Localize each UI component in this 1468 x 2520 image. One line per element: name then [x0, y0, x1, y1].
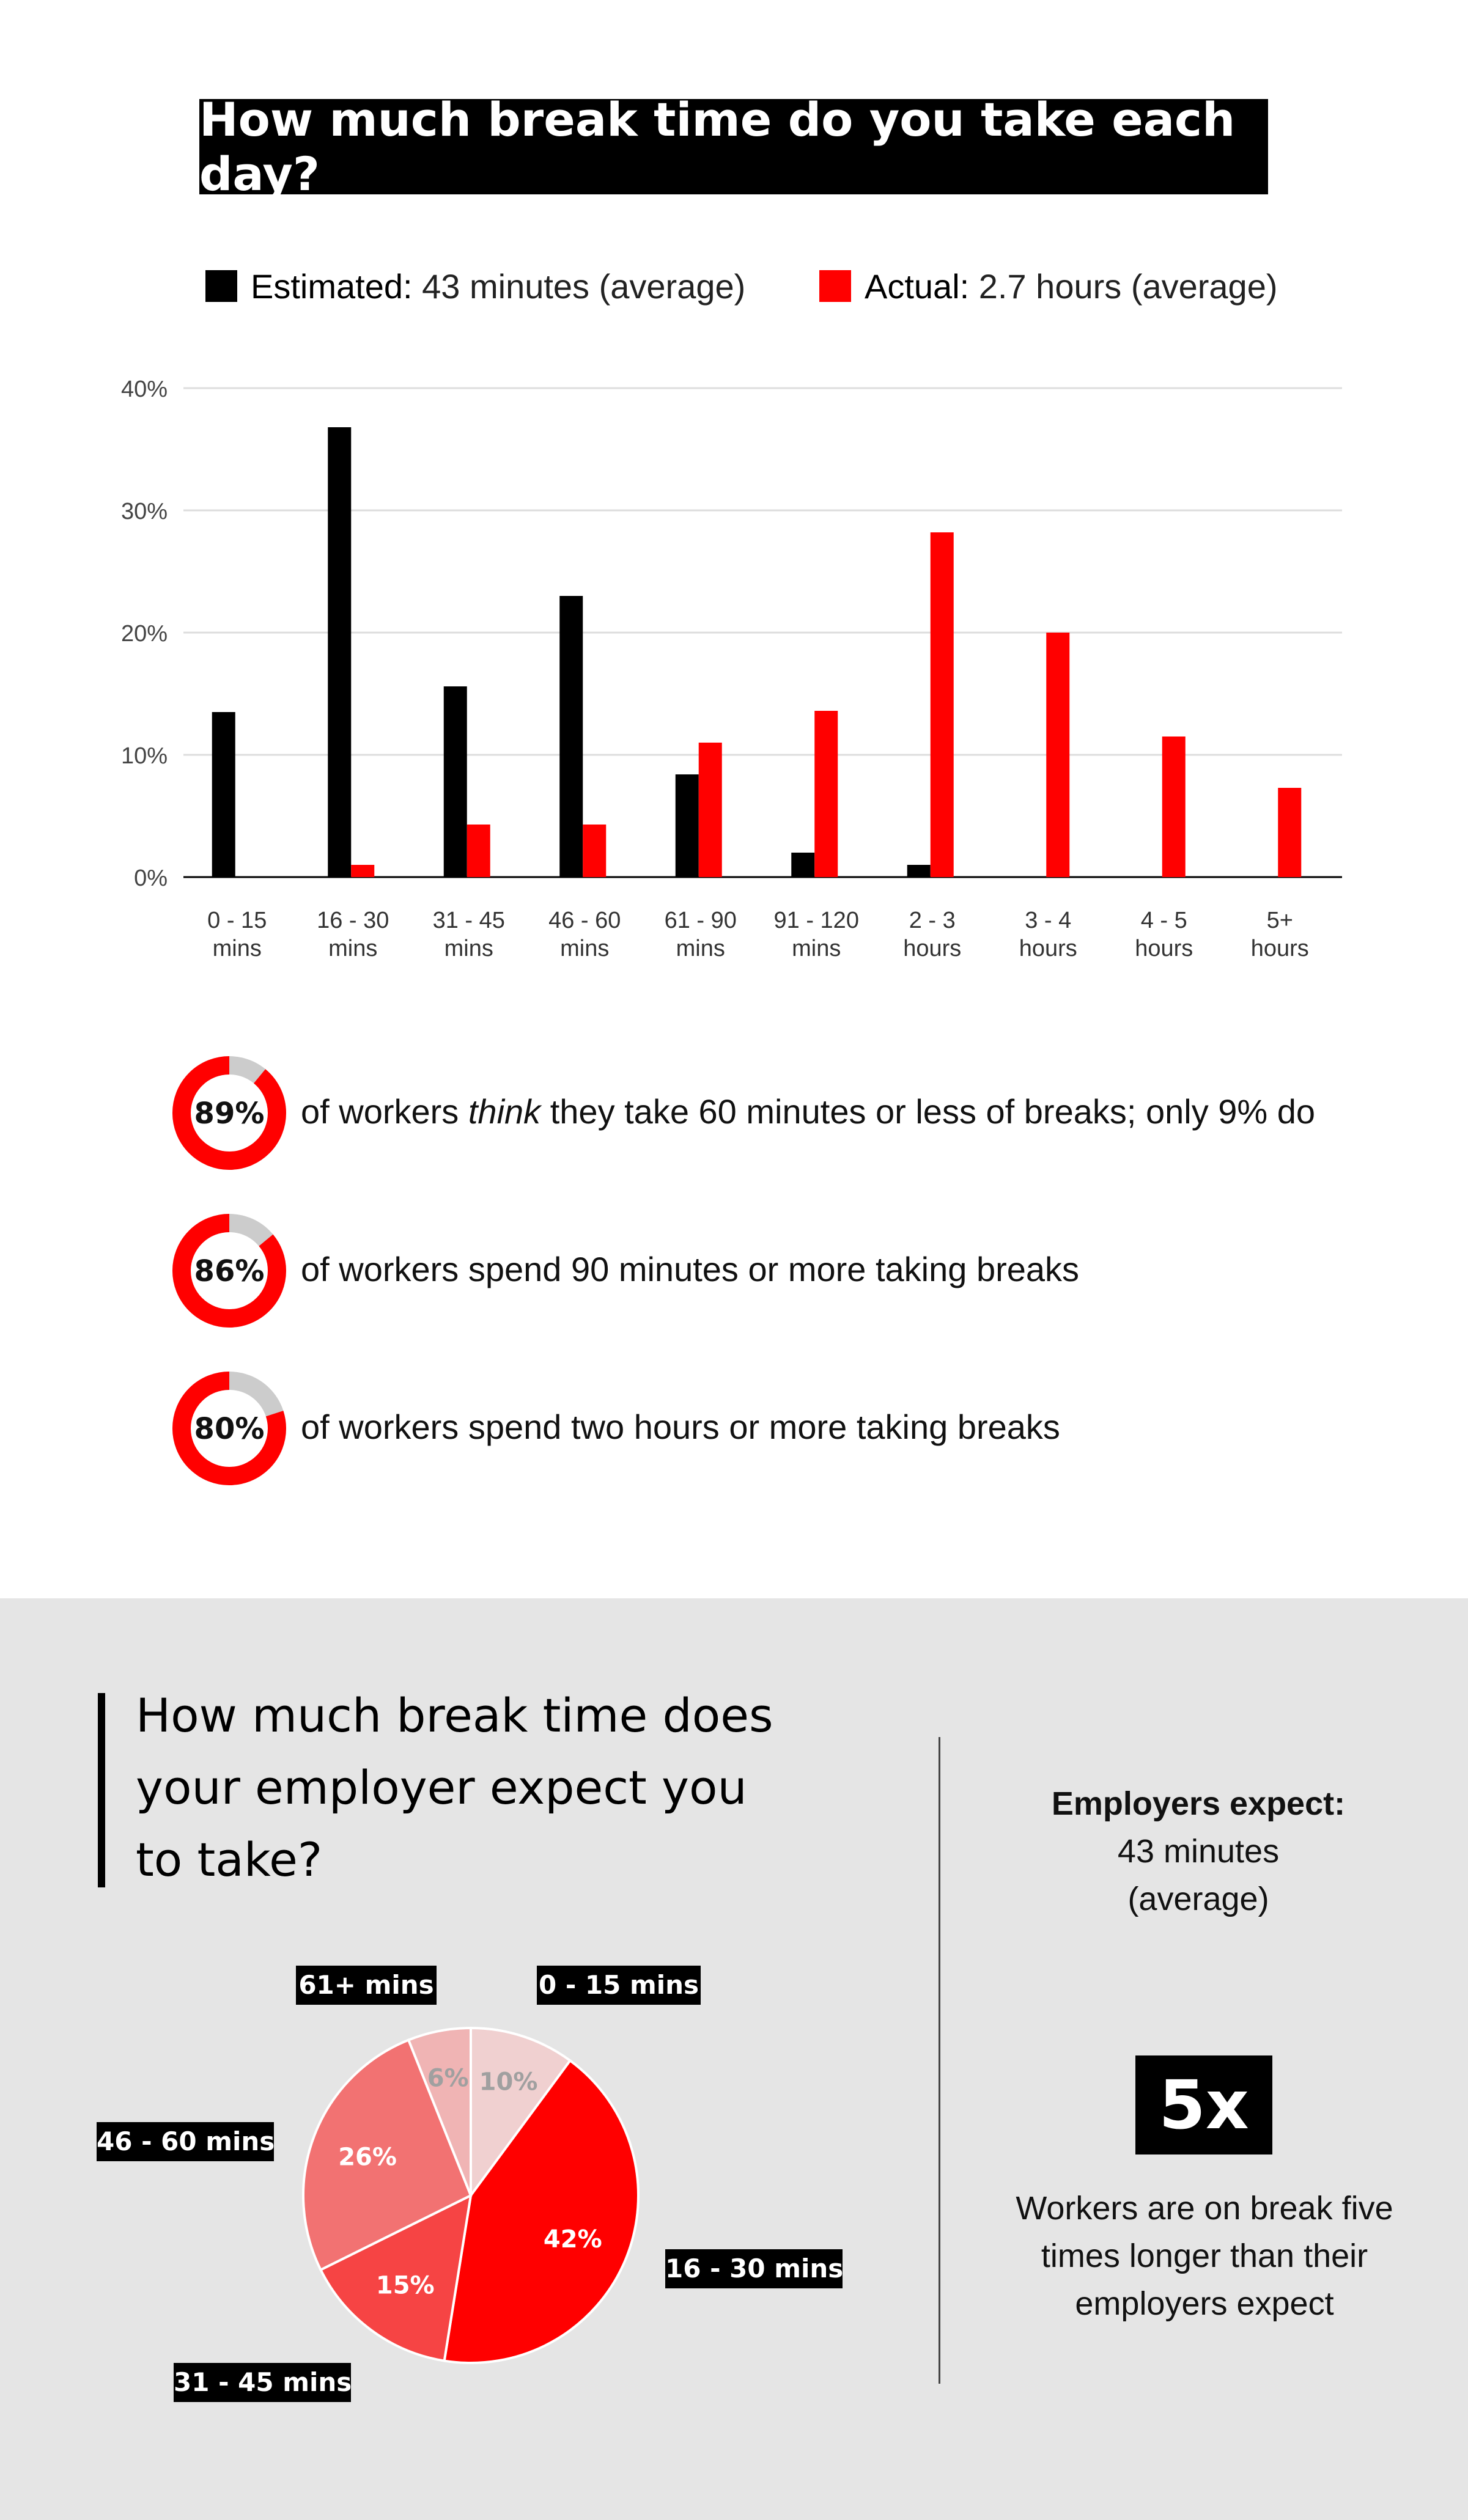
- x-tick-label: 3 - 4: [1025, 908, 1071, 933]
- pie-chart: 10% 42% 15% 26% 6%: [302, 2026, 640, 2364]
- y-tick-label: 30%: [121, 499, 168, 524]
- bar-actual: [1046, 633, 1070, 877]
- stat-emphasis: think: [468, 1092, 541, 1131]
- pie-label-31-45: 31 - 45 mins: [174, 2363, 352, 2402]
- legend-actual-swatch: [819, 270, 851, 302]
- bar-actual: [698, 743, 722, 877]
- bar-estimated: [675, 774, 699, 877]
- panel-divider: [939, 1737, 940, 2384]
- bar-actual: [467, 825, 490, 877]
- stat-pre: of workers: [301, 1092, 468, 1131]
- page-title: How much break time do you take each day…: [199, 92, 1268, 201]
- pie-slice: [302, 2038, 473, 2272]
- pie-pct-label: 6%: [427, 2064, 469, 2092]
- x-tick-label: 46 - 60: [548, 908, 621, 933]
- x-tick-label: 0 - 15: [207, 908, 267, 933]
- x-tick-label: 4 - 5: [1141, 908, 1187, 933]
- x-tick-label: 16 - 30: [317, 908, 389, 933]
- question-accent-bar: [98, 1693, 105, 1887]
- bar-actual: [583, 825, 607, 877]
- employers-expect-value: 43 minutes: [1117, 1833, 1280, 1870]
- pie-slice: [443, 2059, 640, 2364]
- donut-arc: [172, 1214, 286, 1328]
- y-tick-label: 40%: [121, 377, 168, 402]
- employer-question: How much break time does your employer e…: [136, 1688, 773, 1887]
- bar-actual: [351, 865, 375, 877]
- x-tick-label: hours: [1135, 936, 1193, 961]
- stat-pre: of workers spend two hours or more takin…: [301, 1408, 1060, 1446]
- bar-actual: [1278, 788, 1302, 877]
- x-tick-label: hours: [1019, 936, 1077, 961]
- bar-estimated: [443, 686, 467, 877]
- legend-actual-text: 2.7 hours (average): [978, 267, 1278, 306]
- legend-actual-key: Actual:: [865, 267, 970, 306]
- x-tick-label: 31 - 45: [433, 908, 505, 933]
- y-tick-label: 0%: [134, 865, 168, 891]
- multiplier-badge: 5x: [1135, 2055, 1272, 2154]
- legend-estimated-text: 43 minutes (average): [422, 267, 746, 306]
- employers-expect-note: (average): [1127, 1881, 1269, 1917]
- x-tick-label: 2 - 3: [909, 908, 956, 933]
- pie-label-0-15: 0 - 15 mins: [537, 1966, 701, 2005]
- y-tick-label: 20%: [121, 621, 168, 647]
- pie-pct-label: 42%: [544, 2225, 602, 2254]
- x-tick-label: mins: [444, 936, 493, 961]
- bar-actual: [930, 532, 954, 877]
- bar-chart: 0% 10% 20% 30% 40% 0 - 15 mins 16 - 30 mins 31 - …: [121, 377, 1342, 961]
- bar-estimated: [212, 712, 235, 877]
- donut-89: 89%: [172, 1056, 286, 1170]
- x-tick-label: 5+: [1267, 908, 1293, 933]
- x-tick-label: 91 - 120: [774, 908, 859, 933]
- pie-label-46-60: 46 - 60 mins: [97, 2122, 275, 2161]
- stat-text-80: of workers spend two hours or more takin…: [301, 1407, 1060, 1447]
- legend-estimated-key: Estimated:: [251, 267, 413, 306]
- y-tick-label: 10%: [121, 743, 168, 769]
- bar-actual: [814, 711, 838, 877]
- x-tick-label: mins: [213, 936, 262, 961]
- x-tick-label: mins: [328, 936, 377, 961]
- x-tick-label: hours: [903, 936, 961, 961]
- workers-line-2: times longer than their: [1041, 2238, 1368, 2274]
- legend-estimated: Estimated: 43 minutes (average): [251, 266, 745, 306]
- bar-estimated: [559, 596, 583, 877]
- bar-estimated: [907, 865, 931, 877]
- workers-line-1: Workers are on break five: [1016, 2190, 1393, 2227]
- donut-value: 80%: [194, 1412, 265, 1446]
- pie-slice: [407, 2026, 472, 2196]
- stat-text-86: of workers spend 90 minutes or more taki…: [301, 1249, 1079, 1289]
- pie-slice: [319, 2193, 473, 2362]
- pie-slice: [470, 2026, 572, 2200]
- bar-estimated: [328, 427, 352, 877]
- legend-actual: Actual: 2.7 hours (average): [865, 266, 1277, 306]
- pie-label-61-plus: 61+ mins: [296, 1966, 437, 2005]
- workers-line-3: employers expect: [1075, 2285, 1334, 2322]
- x-tick-label: hours: [1251, 936, 1309, 961]
- donut-value: 86%: [194, 1254, 265, 1288]
- x-tick-label: mins: [560, 936, 609, 961]
- bar-actual: [1162, 737, 1186, 877]
- x-tick-label: mins: [676, 936, 725, 961]
- donut-arc: [172, 1372, 286, 1485]
- employers-expect-label: Employers expect:: [1051, 1785, 1346, 1822]
- pie-pct-label: 15%: [376, 2272, 435, 2300]
- legend-estimated-swatch: [205, 270, 237, 302]
- pie-pct-label: 10%: [479, 2068, 538, 2096]
- donut-arc: [172, 1056, 286, 1170]
- stat-post: they take 60 minutes or less of breaks; …: [540, 1092, 1316, 1131]
- x-tick-label: mins: [792, 936, 841, 961]
- stat-pre: of workers spend 90 minutes or more taki…: [301, 1250, 1080, 1288]
- donut-86: 86%: [172, 1214, 286, 1328]
- x-tick-label: 61 - 90: [665, 908, 737, 933]
- donut-80: 80%: [172, 1372, 286, 1485]
- stat-text-89: of workers think they take 60 minutes or…: [301, 1092, 1315, 1131]
- pie-pct-label: 26%: [338, 2143, 397, 2171]
- bar-estimated: [791, 853, 815, 877]
- donut-value: 89%: [194, 1097, 265, 1131]
- pie-label-16-30: 16 - 30 mins: [665, 2249, 843, 2288]
